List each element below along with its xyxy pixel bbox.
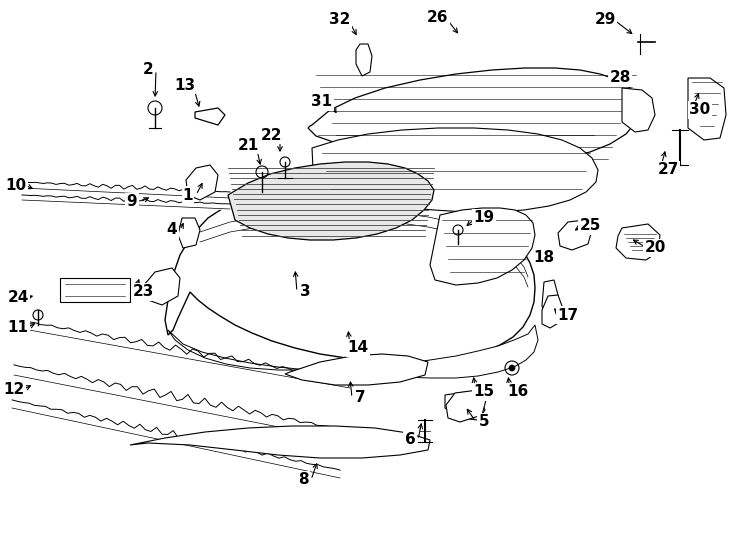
Text: 11: 11 (7, 321, 29, 335)
Polygon shape (165, 188, 535, 362)
Text: 1: 1 (183, 187, 193, 202)
Text: 23: 23 (132, 285, 153, 300)
Text: 9: 9 (127, 194, 137, 210)
Text: 18: 18 (534, 251, 555, 266)
Polygon shape (558, 220, 592, 250)
Text: 26: 26 (427, 10, 448, 25)
Circle shape (509, 365, 515, 371)
Polygon shape (445, 392, 485, 420)
Text: 30: 30 (689, 103, 711, 118)
Polygon shape (60, 278, 130, 302)
Text: 12: 12 (4, 382, 25, 397)
Polygon shape (622, 88, 655, 132)
Text: 16: 16 (507, 384, 528, 400)
Text: 6: 6 (404, 433, 415, 448)
Text: 20: 20 (644, 240, 666, 255)
Polygon shape (195, 108, 225, 125)
Polygon shape (178, 218, 200, 248)
Text: 13: 13 (175, 78, 195, 92)
Text: 8: 8 (298, 472, 308, 488)
Text: 14: 14 (347, 341, 368, 355)
Text: 28: 28 (609, 71, 631, 85)
Polygon shape (356, 44, 372, 76)
Text: 4: 4 (167, 222, 178, 238)
Polygon shape (308, 68, 640, 164)
Text: 7: 7 (355, 390, 366, 406)
Text: 25: 25 (579, 219, 600, 233)
Polygon shape (542, 280, 558, 325)
Polygon shape (228, 162, 434, 240)
Polygon shape (186, 165, 218, 200)
Polygon shape (446, 390, 486, 422)
Text: 32: 32 (330, 11, 351, 26)
Text: 22: 22 (261, 127, 283, 143)
Text: 3: 3 (299, 285, 310, 300)
Text: 31: 31 (311, 94, 333, 110)
Polygon shape (616, 224, 660, 260)
Text: 10: 10 (5, 178, 26, 192)
Text: 24: 24 (7, 291, 29, 306)
Text: 5: 5 (479, 415, 490, 429)
Polygon shape (542, 295, 562, 328)
Polygon shape (285, 354, 428, 385)
Polygon shape (312, 128, 598, 212)
Polygon shape (130, 426, 430, 458)
Text: 27: 27 (658, 163, 679, 178)
Text: 2: 2 (142, 63, 153, 78)
Polygon shape (168, 325, 538, 378)
Text: 19: 19 (473, 211, 495, 226)
Text: 17: 17 (557, 307, 578, 322)
Polygon shape (688, 78, 726, 140)
Text: 29: 29 (595, 11, 616, 26)
Polygon shape (144, 268, 180, 305)
Text: 21: 21 (237, 138, 258, 152)
Polygon shape (430, 208, 535, 285)
Text: 15: 15 (473, 384, 495, 400)
